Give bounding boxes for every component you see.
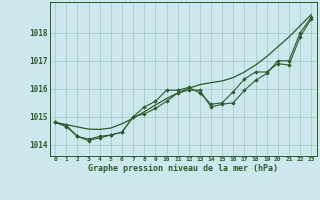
X-axis label: Graphe pression niveau de la mer (hPa): Graphe pression niveau de la mer (hPa) xyxy=(88,164,278,173)
